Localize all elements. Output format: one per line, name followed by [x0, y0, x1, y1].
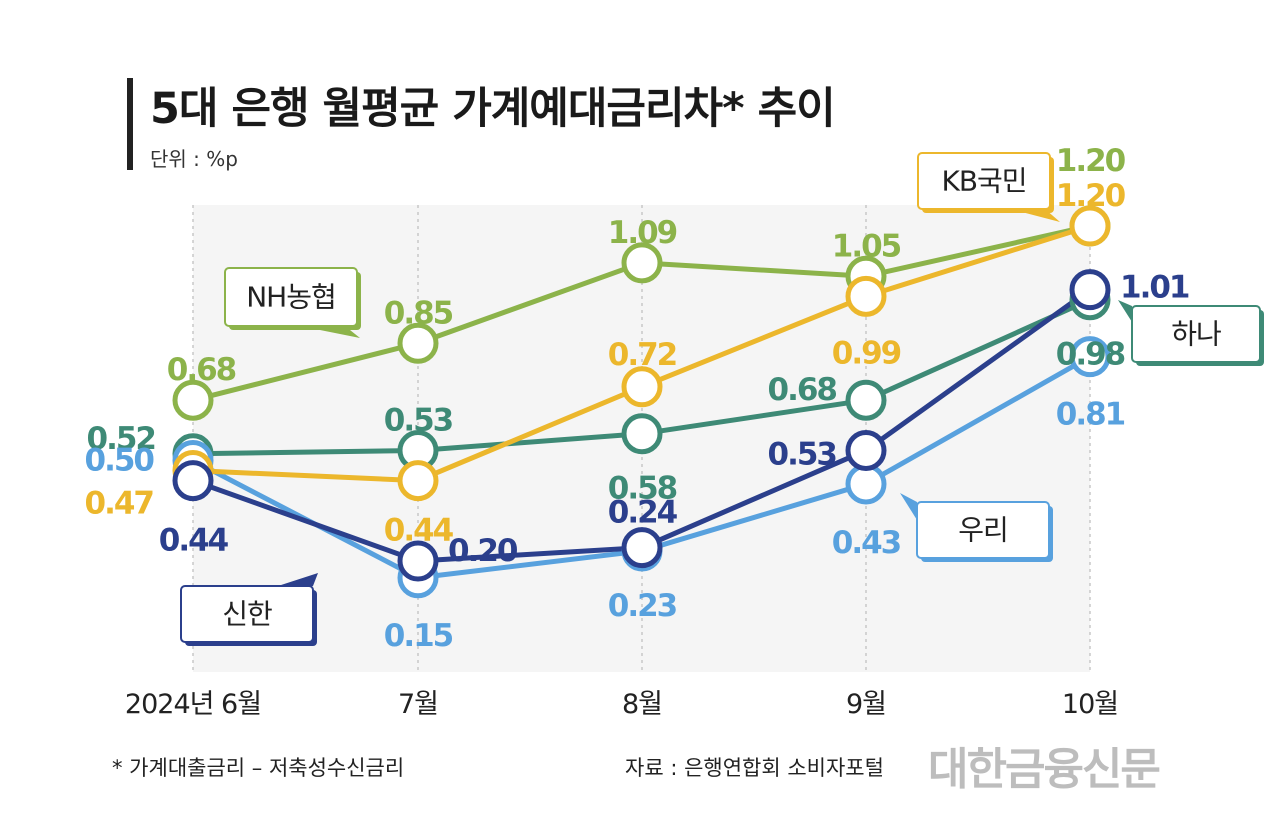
x-tick-label: 10월: [1062, 689, 1118, 720]
data-point-KB국민: [845, 275, 887, 317]
x-tick-label: 7월: [398, 689, 438, 720]
data-point-신한: [397, 540, 439, 582]
data-label-신한: 0.20: [448, 533, 518, 569]
data-point-KB국민: [621, 366, 663, 408]
data-label-신한: 1.01: [1120, 270, 1189, 306]
data-point-KB국민: [397, 460, 439, 502]
data-point-신한: [172, 460, 214, 502]
callout-label-신한: 신한: [222, 598, 272, 631]
callout-tail-신한: [278, 573, 318, 586]
callout-box-하나: [1131, 305, 1261, 363]
data-label-하나: 0.98: [1056, 337, 1125, 373]
callout-box-NH농협: [224, 267, 358, 327]
callout-label-하나: 하나: [1171, 318, 1221, 351]
data-point-우리: [1069, 336, 1111, 378]
data-point-신한: [1069, 269, 1111, 311]
data-label-KB국민: 0.44: [384, 513, 454, 549]
callout-label-우리: 우리: [958, 514, 1008, 547]
callout-tail-KB국민: [1010, 209, 1060, 222]
data-point-NH농협: [397, 322, 439, 364]
data-label-하나: 0.58: [608, 471, 677, 507]
unit-label: 단위 : %p: [150, 147, 238, 171]
data-label-우리: 0.50: [85, 443, 155, 479]
x-tick-label: 9월: [846, 689, 886, 720]
data-point-신한: [845, 429, 887, 471]
callout-label-NH농협: NH농협: [246, 281, 336, 314]
data-point-하나: [845, 379, 887, 421]
x-tick-label: 2024년 6월: [125, 689, 261, 720]
footnote: * 가계대출금리 – 저축성수신금리: [112, 756, 405, 780]
callout-box-우리: [916, 501, 1050, 559]
data-label-하나: 0.53: [384, 402, 453, 438]
callout-label-KB국민: KB국민: [941, 165, 1026, 198]
x-tick-label: 8월: [622, 689, 662, 720]
data-label-NH농협: 1.05: [832, 228, 901, 264]
data-label-KB국민: 0.72: [608, 337, 677, 373]
data-label-우리: 0.43: [832, 525, 901, 561]
data-label-하나: 0.68: [768, 372, 837, 408]
data-point-신한: [621, 527, 663, 569]
data-label-NH농협: 1.20: [1056, 143, 1126, 179]
source-note: 자료 : 은행연합회 소비자포털: [625, 756, 884, 780]
data-label-KB국민: 0.99: [832, 335, 901, 371]
data-label-NH농협: 1.09: [608, 215, 677, 251]
callout-box-KB국민: [917, 152, 1051, 210]
chart-title: 5대 은행 월평균 가계예대금리차* 추이: [150, 84, 836, 134]
data-label-우리: 0.81: [1056, 397, 1125, 433]
data-label-신한: 0.24: [608, 495, 678, 531]
data-label-신한: 0.44: [159, 523, 229, 559]
data-label-신한: 0.53: [768, 436, 837, 472]
data-point-하나: [621, 413, 663, 455]
title-accent-bar: [127, 78, 133, 170]
data-label-NH농협: 0.85: [384, 295, 453, 331]
callout-box-신한: [180, 585, 314, 643]
data-point-NH농협: [172, 379, 214, 421]
brand-logo: 대한금융신문: [928, 744, 1161, 795]
data-label-하나: 0.52: [87, 421, 156, 457]
data-label-KB국민: 1.20: [1056, 178, 1126, 214]
data-label-우리: 0.23: [608, 588, 677, 624]
data-point-우리: [845, 463, 887, 505]
data-label-KB국민: 0.47: [85, 486, 154, 522]
data-point-NH농협: [621, 242, 663, 284]
callout-tail-우리: [900, 493, 917, 520]
callout-tail-NH농협: [300, 326, 360, 338]
callout-tail-하나: [1118, 300, 1132, 322]
data-label-우리: 0.15: [384, 618, 453, 654]
data-label-NH농협: 0.68: [167, 352, 236, 388]
data-point-KB국민: [1069, 205, 1111, 247]
